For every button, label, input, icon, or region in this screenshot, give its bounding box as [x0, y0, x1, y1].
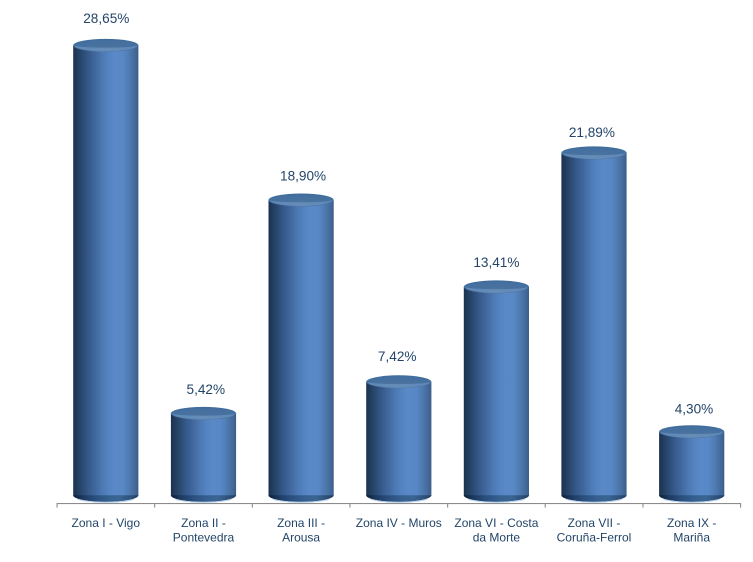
svg-text:Zona IV - Muros: Zona IV - Muros — [356, 516, 442, 530]
svg-text:Arousa: Arousa — [282, 530, 320, 544]
svg-text:Coruña-Ferrol: Coruña-Ferrol — [557, 530, 632, 544]
svg-text:Zona II -: Zona II - — [181, 516, 226, 530]
svg-text:Mariña: Mariña — [673, 530, 710, 544]
svg-text:18,90%: 18,90% — [280, 168, 326, 183]
svg-text:Zona VII -: Zona VII - — [568, 516, 621, 530]
svg-text:21,89%: 21,89% — [569, 125, 615, 140]
svg-text:7,42%: 7,42% — [378, 349, 417, 364]
svg-text:Pontevedra: Pontevedra — [173, 530, 235, 544]
svg-text:13,41%: 13,41% — [473, 255, 519, 270]
svg-text:Zona VI - Costa: Zona VI - Costa — [454, 516, 538, 530]
svg-text:Zona III -: Zona III - — [277, 516, 325, 530]
svg-text:28,65%: 28,65% — [83, 11, 129, 26]
svg-text:da Morte: da Morte — [473, 530, 521, 544]
svg-text:Zona IX -: Zona IX - — [667, 516, 716, 530]
svg-text:5,42%: 5,42% — [187, 382, 226, 397]
svg-text:4,30%: 4,30% — [675, 401, 714, 416]
svg-text:Zona I - Vigo: Zona I - Vigo — [72, 516, 141, 530]
